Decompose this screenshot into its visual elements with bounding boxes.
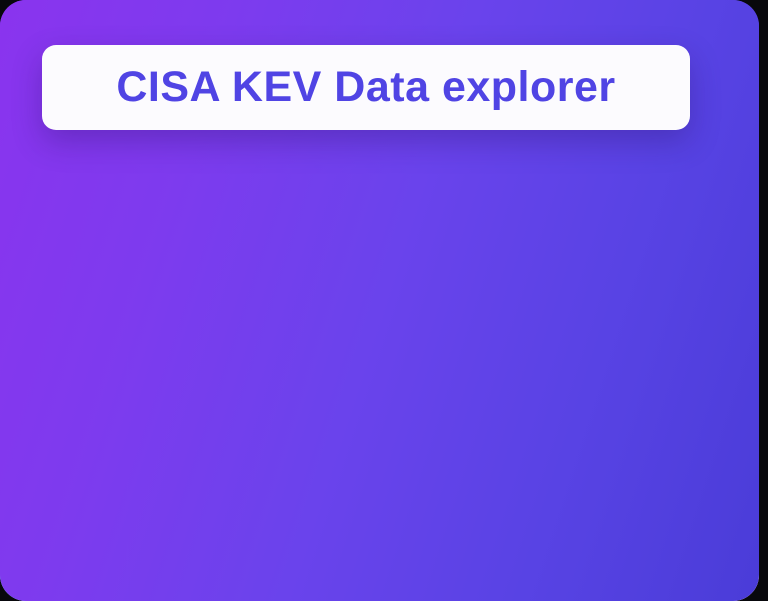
page-title: CISA KEV Data explorer bbox=[116, 63, 616, 111]
title-banner: CISA KEV Data explorer bbox=[42, 45, 690, 130]
